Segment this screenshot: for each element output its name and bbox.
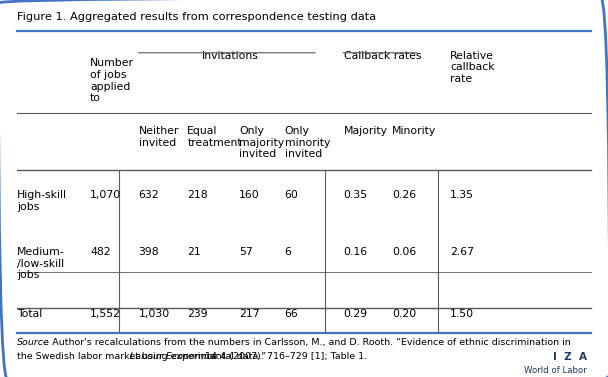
- Text: Labour Economics: Labour Economics: [130, 352, 216, 362]
- Text: Figure 1. Aggregated results from correspondence testing data: Figure 1. Aggregated results from corres…: [17, 12, 376, 22]
- Text: : Author's recalculations from the numbers in Carlsson, M., and D. Rooth. “Evide: : Author's recalculations from the numbe…: [46, 338, 571, 347]
- Text: 0.16: 0.16: [344, 247, 368, 257]
- Text: Source: Source: [17, 338, 50, 347]
- Text: 0.26: 0.26: [392, 190, 416, 201]
- Text: Only
majority
invited: Only majority invited: [239, 126, 284, 159]
- Text: 1.50: 1.50: [450, 309, 474, 319]
- Text: 2.67: 2.67: [450, 247, 474, 257]
- Text: 21: 21: [187, 247, 201, 257]
- Text: 6: 6: [285, 247, 291, 257]
- Text: 217: 217: [239, 309, 260, 319]
- Text: 66: 66: [285, 309, 299, 319]
- Text: 1,030: 1,030: [139, 309, 170, 319]
- Text: 239: 239: [187, 309, 208, 319]
- Text: High-skill
jobs: High-skill jobs: [17, 190, 67, 212]
- Text: 0.06: 0.06: [392, 247, 416, 257]
- Text: 1,552: 1,552: [90, 309, 121, 319]
- Text: 160: 160: [239, 190, 260, 201]
- Text: 218: 218: [187, 190, 208, 201]
- Text: Equal
treatment: Equal treatment: [187, 126, 242, 148]
- Text: 0.20: 0.20: [392, 309, 416, 319]
- Text: 57: 57: [239, 247, 253, 257]
- Text: 60: 60: [285, 190, 299, 201]
- Text: World of Labor: World of Labor: [524, 366, 587, 375]
- Text: the Swedish labor market using experimental data.”: the Swedish labor market using experimen…: [17, 352, 269, 362]
- Text: 482: 482: [90, 247, 111, 257]
- Text: Minority: Minority: [392, 126, 437, 136]
- Text: Invitations: Invitations: [201, 51, 258, 61]
- Text: Medium-
/low-skill
jobs: Medium- /low-skill jobs: [17, 247, 64, 280]
- Text: Neither
invited: Neither invited: [139, 126, 179, 148]
- Text: Relative
callback
rate: Relative callback rate: [450, 51, 494, 84]
- Text: 632: 632: [139, 190, 159, 201]
- Text: I  Z  A: I Z A: [553, 352, 587, 363]
- Text: 398: 398: [139, 247, 159, 257]
- Text: 0.35: 0.35: [344, 190, 368, 201]
- Text: 1.35: 1.35: [450, 190, 474, 201]
- Text: Callback rates: Callback rates: [344, 51, 422, 61]
- Text: 0.29: 0.29: [344, 309, 368, 319]
- Text: Only
minority
invited: Only minority invited: [285, 126, 330, 159]
- Text: 1,070: 1,070: [90, 190, 121, 201]
- Text: Number
of jobs
applied
to: Number of jobs applied to: [90, 58, 134, 103]
- Text: Total: Total: [17, 309, 43, 319]
- Text: Majority: Majority: [344, 126, 387, 136]
- Text: 14:4 (2007): 716–729 [1]; Table 1.: 14:4 (2007): 716–729 [1]; Table 1.: [202, 352, 368, 362]
